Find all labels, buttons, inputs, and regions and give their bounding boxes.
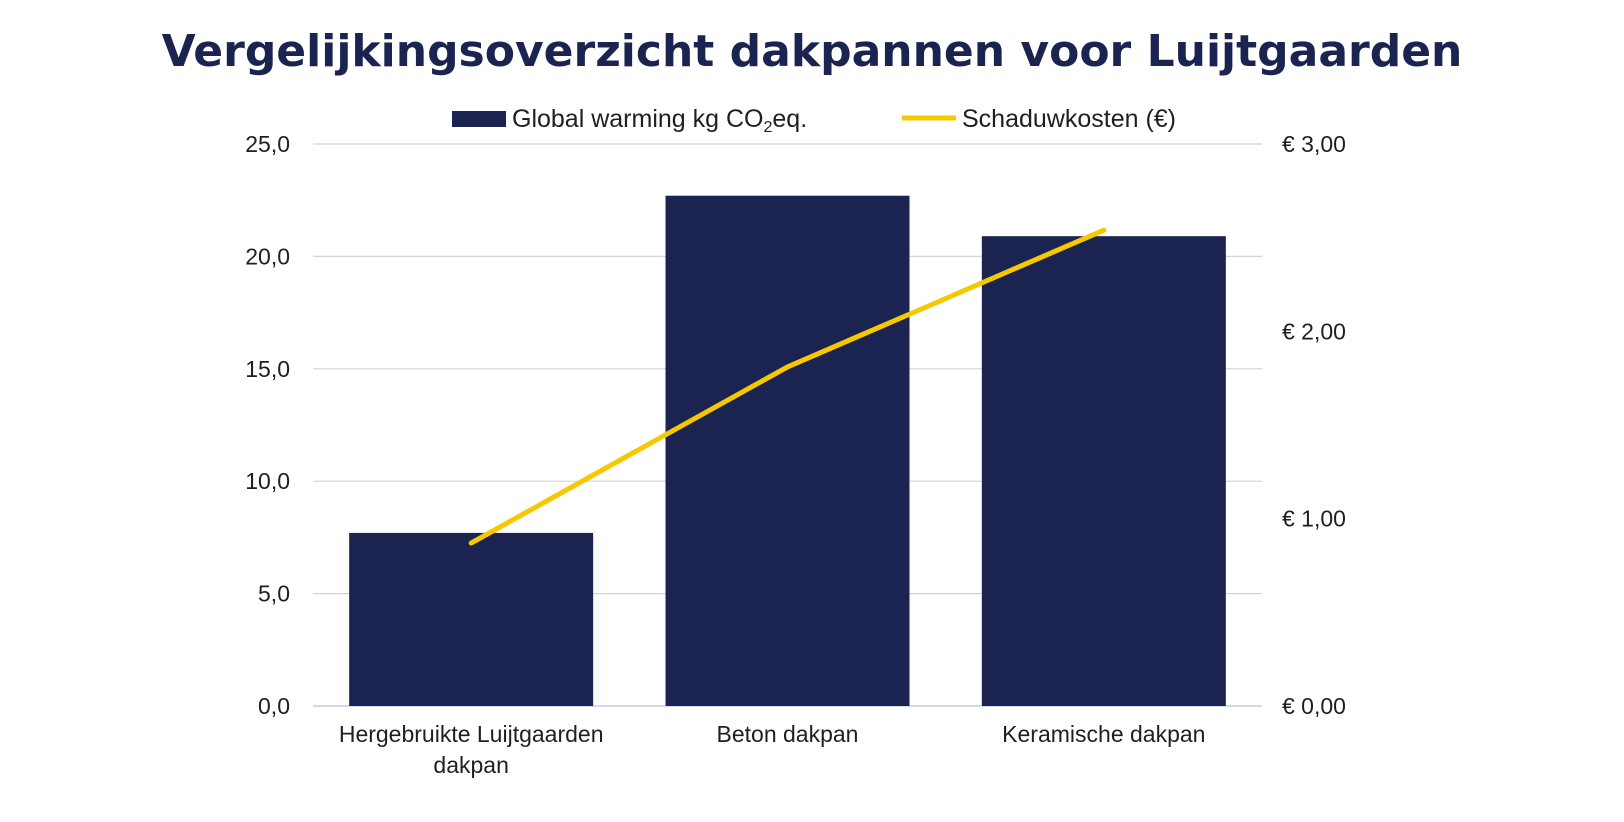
legend-line-label: Schaduwkosten (€) — [962, 105, 1176, 133]
legend: Global warming kg CO2eq. Schaduwkosten (… — [452, 105, 1176, 136]
category-label: Beton dakpan — [717, 721, 859, 747]
right-tick-label: € 0,00 — [1282, 693, 1346, 719]
left-tick-label: 5,0 — [258, 581, 290, 607]
line-series-path — [468, 227, 1107, 546]
left-axis-ticks: 0,0 5,0 10,0 15,0 20,0 25,0 — [245, 131, 290, 719]
category-labels: Hergebruikte Luijtgaarden dakpan Beton dak… — [339, 721, 1206, 778]
right-axis-ticks: € 0,00 € 1,00 € 2,00 € 3,00 — [1282, 131, 1346, 719]
chart-title: Vergelijkingsoverzicht dakpannen voor Lu… — [161, 26, 1463, 77]
legend-bar-label: Global warming kg CO2eq. — [512, 105, 807, 136]
left-tick-label: 0,0 — [258, 693, 290, 719]
category-label: Keramische dakpan — [1002, 721, 1205, 747]
left-tick-label: 25,0 — [245, 131, 290, 157]
bar — [981, 236, 1226, 706]
left-tick-label: 15,0 — [245, 356, 290, 382]
legend-bar-swatch — [452, 111, 506, 127]
left-tick-label: 20,0 — [245, 243, 290, 269]
category-label: Hergebruikte Luijtgaarden dakpan — [339, 721, 604, 778]
right-tick-label: € 2,00 — [1282, 318, 1346, 344]
right-tick-label: € 3,00 — [1282, 131, 1346, 157]
bar — [665, 195, 910, 707]
bar — [349, 532, 594, 706]
line-series — [468, 227, 1107, 546]
left-tick-label: 10,0 — [245, 468, 290, 494]
bars — [349, 195, 1226, 707]
right-tick-label: € 1,00 — [1282, 506, 1346, 532]
